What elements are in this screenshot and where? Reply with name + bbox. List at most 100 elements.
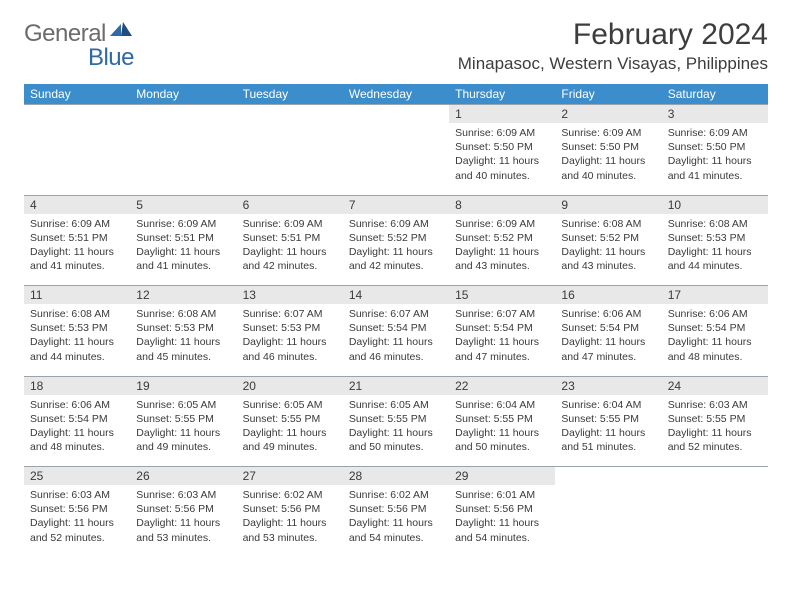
weekday-header: Friday: [555, 84, 661, 105]
day-day2-text: and 51 minutes.: [561, 440, 655, 454]
day-day1-text: Daylight: 11 hours: [30, 245, 124, 259]
day-sunset-text: Sunset: 5:50 PM: [455, 140, 549, 154]
day-number-row: 18192021222324: [24, 376, 768, 395]
day-number-cell: 22: [449, 376, 555, 395]
day-number-cell: 15: [449, 286, 555, 305]
logo-mark-icon: [110, 20, 132, 45]
day-detail-cell: [24, 123, 130, 195]
day-sunrise-text: Sunrise: 6:06 AM: [561, 307, 655, 321]
day-day1-text: Daylight: 11 hours: [561, 426, 655, 440]
day-detail-cell: [343, 123, 449, 195]
day-day1-text: Daylight: 11 hours: [455, 426, 549, 440]
day-sunset-text: Sunset: 5:54 PM: [561, 321, 655, 335]
day-number-cell: 2: [555, 105, 661, 124]
day-sunset-text: Sunset: 5:51 PM: [30, 231, 124, 245]
day-number-cell: 19: [130, 376, 236, 395]
day-sunrise-text: Sunrise: 6:06 AM: [668, 307, 762, 321]
day-detail-cell: Sunrise: 6:05 AMSunset: 5:55 PMDaylight:…: [130, 395, 236, 467]
day-day2-text: and 46 minutes.: [243, 350, 337, 364]
day-day2-text: and 45 minutes.: [136, 350, 230, 364]
day-number-cell: [24, 105, 130, 124]
day-day1-text: Daylight: 11 hours: [243, 426, 337, 440]
weekday-header-row: Sunday Monday Tuesday Wednesday Thursday…: [24, 84, 768, 105]
day-sunset-text: Sunset: 5:52 PM: [349, 231, 443, 245]
day-detail-cell: Sunrise: 6:09 AMSunset: 5:50 PMDaylight:…: [449, 123, 555, 195]
day-number-cell: 20: [237, 376, 343, 395]
day-sunrise-text: Sunrise: 6:08 AM: [561, 217, 655, 231]
day-detail-row: Sunrise: 6:03 AMSunset: 5:56 PMDaylight:…: [24, 485, 768, 557]
logo-text-blue: Blue: [24, 44, 134, 72]
day-day2-text: and 50 minutes.: [455, 440, 549, 454]
day-number-cell: 13: [237, 286, 343, 305]
location-subtitle: Minapasoc, Western Visayas, Philippines: [458, 54, 768, 74]
day-sunrise-text: Sunrise: 6:09 AM: [243, 217, 337, 231]
day-detail-cell: Sunrise: 6:07 AMSunset: 5:54 PMDaylight:…: [343, 304, 449, 376]
day-sunset-text: Sunset: 5:55 PM: [349, 412, 443, 426]
day-detail-cell: [237, 123, 343, 195]
day-day2-text: and 54 minutes.: [455, 531, 549, 545]
day-day2-text: and 54 minutes.: [349, 531, 443, 545]
day-number-cell: 12: [130, 286, 236, 305]
day-sunset-text: Sunset: 5:53 PM: [668, 231, 762, 245]
day-sunrise-text: Sunrise: 6:01 AM: [455, 488, 549, 502]
day-day2-text: and 42 minutes.: [349, 259, 443, 273]
day-day2-text: and 41 minutes.: [136, 259, 230, 273]
day-day2-text: and 46 minutes.: [349, 350, 443, 364]
day-number-cell: 27: [237, 467, 343, 486]
weekday-header: Monday: [130, 84, 236, 105]
day-number-cell: 5: [130, 195, 236, 214]
day-sunrise-text: Sunrise: 6:03 AM: [30, 488, 124, 502]
weekday-header: Wednesday: [343, 84, 449, 105]
day-sunset-text: Sunset: 5:55 PM: [455, 412, 549, 426]
day-sunrise-text: Sunrise: 6:05 AM: [349, 398, 443, 412]
logo: General Blue: [24, 20, 134, 72]
day-sunset-text: Sunset: 5:56 PM: [136, 502, 230, 516]
day-day2-text: and 47 minutes.: [455, 350, 549, 364]
day-sunrise-text: Sunrise: 6:08 AM: [668, 217, 762, 231]
day-day1-text: Daylight: 11 hours: [349, 335, 443, 349]
day-number-cell: [662, 467, 768, 486]
day-detail-cell: Sunrise: 6:09 AMSunset: 5:51 PMDaylight:…: [237, 214, 343, 286]
title-block: February 2024 Minapasoc, Western Visayas…: [458, 18, 768, 74]
day-sunrise-text: Sunrise: 6:04 AM: [561, 398, 655, 412]
day-number-row: 45678910: [24, 195, 768, 214]
day-detail-row: Sunrise: 6:09 AMSunset: 5:51 PMDaylight:…: [24, 214, 768, 286]
day-day2-text: and 49 minutes.: [243, 440, 337, 454]
day-day1-text: Daylight: 11 hours: [455, 245, 549, 259]
day-number-cell: [130, 105, 236, 124]
day-number-cell: 7: [343, 195, 449, 214]
day-number-cell: 18: [24, 376, 130, 395]
day-sunrise-text: Sunrise: 6:03 AM: [136, 488, 230, 502]
day-sunset-text: Sunset: 5:51 PM: [243, 231, 337, 245]
day-day2-text: and 44 minutes.: [30, 350, 124, 364]
day-sunrise-text: Sunrise: 6:03 AM: [668, 398, 762, 412]
day-number-cell: 9: [555, 195, 661, 214]
day-day1-text: Daylight: 11 hours: [243, 335, 337, 349]
day-sunset-text: Sunset: 5:50 PM: [668, 140, 762, 154]
day-day1-text: Daylight: 11 hours: [136, 516, 230, 530]
day-detail-cell: [555, 485, 661, 557]
day-number-cell: 10: [662, 195, 768, 214]
day-sunrise-text: Sunrise: 6:05 AM: [243, 398, 337, 412]
calendar-table: Sunday Monday Tuesday Wednesday Thursday…: [24, 84, 768, 557]
day-sunrise-text: Sunrise: 6:09 AM: [136, 217, 230, 231]
day-day2-text: and 41 minutes.: [668, 169, 762, 183]
day-day1-text: Daylight: 11 hours: [455, 335, 549, 349]
day-number-cell: [343, 105, 449, 124]
day-detail-cell: Sunrise: 6:09 AMSunset: 5:51 PMDaylight:…: [130, 214, 236, 286]
day-detail-row: Sunrise: 6:09 AMSunset: 5:50 PMDaylight:…: [24, 123, 768, 195]
day-sunrise-text: Sunrise: 6:05 AM: [136, 398, 230, 412]
day-sunset-text: Sunset: 5:52 PM: [561, 231, 655, 245]
day-day2-text: and 52 minutes.: [30, 531, 124, 545]
day-day1-text: Daylight: 11 hours: [30, 335, 124, 349]
day-number-cell: 26: [130, 467, 236, 486]
day-sunrise-text: Sunrise: 6:09 AM: [455, 217, 549, 231]
day-day1-text: Daylight: 11 hours: [243, 516, 337, 530]
day-detail-cell: Sunrise: 6:02 AMSunset: 5:56 PMDaylight:…: [237, 485, 343, 557]
day-sunset-text: Sunset: 5:53 PM: [243, 321, 337, 335]
day-detail-cell: Sunrise: 6:05 AMSunset: 5:55 PMDaylight:…: [237, 395, 343, 467]
day-detail-cell: Sunrise: 6:01 AMSunset: 5:56 PMDaylight:…: [449, 485, 555, 557]
day-sunset-text: Sunset: 5:56 PM: [455, 502, 549, 516]
day-detail-cell: Sunrise: 6:04 AMSunset: 5:55 PMDaylight:…: [555, 395, 661, 467]
day-day1-text: Daylight: 11 hours: [561, 245, 655, 259]
